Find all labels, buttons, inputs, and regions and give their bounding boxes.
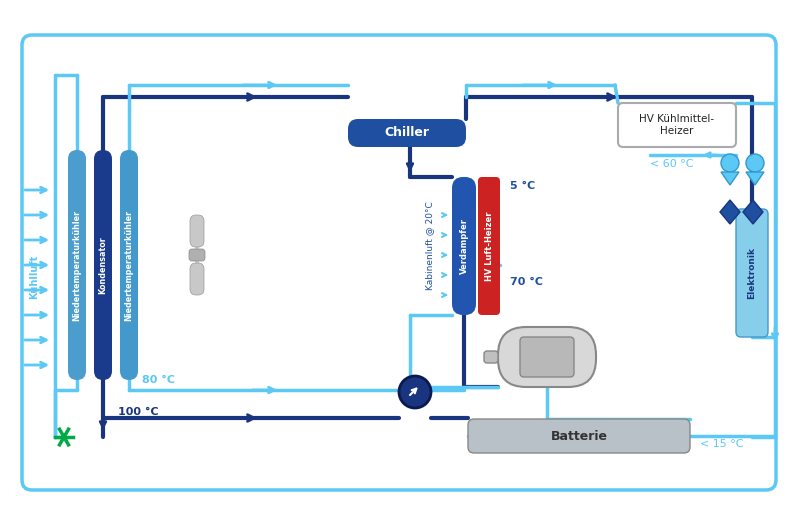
Text: HV Kühlmittel-
Heizer: HV Kühlmittel- Heizer (639, 114, 714, 136)
FancyBboxPatch shape (68, 150, 86, 380)
Text: Kühlluft: Kühlluft (29, 255, 39, 299)
FancyBboxPatch shape (736, 209, 768, 337)
FancyBboxPatch shape (468, 419, 690, 453)
Text: 70 °C: 70 °C (510, 277, 543, 287)
FancyBboxPatch shape (195, 215, 199, 295)
FancyBboxPatch shape (94, 150, 112, 380)
Text: Kabinenluft @ 20°C: Kabinenluft @ 20°C (425, 202, 434, 290)
Text: HV Luft-Heizer: HV Luft-Heizer (484, 211, 493, 281)
Text: Niedertemperaturkühler: Niedertemperaturkühler (124, 209, 133, 321)
Polygon shape (721, 172, 739, 185)
Text: 80 °C: 80 °C (142, 375, 175, 385)
Text: < 60 °C: < 60 °C (650, 159, 693, 169)
Text: 5 °C: 5 °C (510, 181, 535, 191)
Polygon shape (743, 200, 763, 224)
Text: < 15 °C: < 15 °C (700, 439, 744, 449)
Text: Niedertemperaturkühler: Niedertemperaturkühler (73, 209, 81, 321)
FancyBboxPatch shape (618, 103, 736, 147)
Circle shape (746, 154, 764, 172)
Text: Kondensator: Kondensator (98, 236, 108, 294)
Polygon shape (720, 200, 740, 224)
Text: Elektronik: Elektronik (748, 247, 757, 299)
FancyBboxPatch shape (452, 177, 476, 315)
FancyBboxPatch shape (484, 351, 498, 363)
FancyBboxPatch shape (190, 263, 204, 295)
Circle shape (721, 154, 739, 172)
FancyBboxPatch shape (348, 119, 466, 147)
Text: Chiller: Chiller (385, 127, 429, 140)
FancyBboxPatch shape (498, 327, 596, 387)
Circle shape (399, 376, 431, 408)
Text: Batterie: Batterie (551, 429, 607, 443)
Polygon shape (746, 172, 764, 185)
FancyBboxPatch shape (120, 150, 138, 380)
FancyBboxPatch shape (190, 215, 204, 247)
FancyBboxPatch shape (478, 177, 500, 315)
FancyBboxPatch shape (520, 337, 574, 377)
Text: 100 °C: 100 °C (118, 407, 159, 417)
FancyBboxPatch shape (189, 249, 205, 261)
Text: Verdampfer: Verdampfer (460, 218, 468, 274)
